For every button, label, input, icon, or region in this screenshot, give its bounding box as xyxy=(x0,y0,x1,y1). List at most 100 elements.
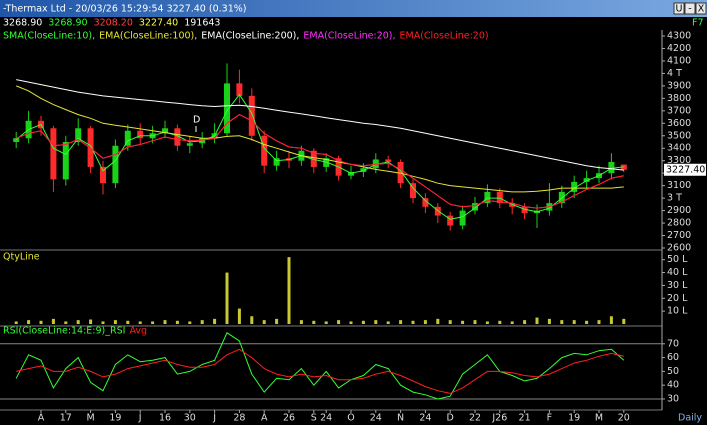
y-tick-label: 3800 xyxy=(667,93,691,104)
x-tick-label: J xyxy=(138,413,142,424)
volume-bar xyxy=(64,321,68,324)
candle-body xyxy=(410,183,416,199)
x-tick-label: J xyxy=(212,413,216,424)
candle-body xyxy=(372,159,379,169)
candle-body xyxy=(62,142,69,180)
candle-body xyxy=(360,168,367,172)
volume-bar xyxy=(374,320,378,324)
quote-value: 3268.90 xyxy=(3,18,42,29)
volume-bar xyxy=(399,320,403,324)
volume-bar xyxy=(448,320,452,324)
candle-body xyxy=(323,158,330,167)
volume-bar xyxy=(188,321,192,324)
volume-bar xyxy=(299,320,303,324)
y-tick-label: 40 L xyxy=(667,267,688,278)
ma-line xyxy=(15,93,624,220)
candle-body xyxy=(273,158,280,166)
y-tick-label: 3500 xyxy=(667,130,691,141)
candle-body xyxy=(521,206,528,214)
volume-bar xyxy=(113,320,117,324)
window-button[interactable] xyxy=(684,2,696,15)
volume-bar xyxy=(250,316,254,324)
x-tick-label: D xyxy=(447,413,454,424)
legend-entry: Avg xyxy=(129,326,147,337)
volume-bar xyxy=(485,321,489,324)
candle-body xyxy=(422,198,429,207)
candle-body xyxy=(571,181,578,192)
price-marker xyxy=(664,163,706,176)
y-tick-label: 3 T xyxy=(667,193,682,204)
candle-body xyxy=(608,161,615,174)
quote-value: 3227.40 xyxy=(139,18,178,29)
volume-bar xyxy=(27,320,31,324)
volume-bar xyxy=(76,320,80,324)
x-tick-label: S xyxy=(311,413,317,424)
volume-bar xyxy=(423,320,427,324)
volume-bar xyxy=(337,320,341,324)
x-tick-label: 19 xyxy=(109,413,121,424)
window-button-label[interactable]: X xyxy=(698,4,705,15)
period: Daily xyxy=(678,413,702,424)
y-tick-label: 50 L xyxy=(667,254,688,265)
x-tick-label: N xyxy=(397,413,404,424)
y-tick-label: 60 xyxy=(667,352,679,363)
candle-body xyxy=(186,143,193,146)
candle-body xyxy=(583,178,590,182)
x-tick-label: 24 xyxy=(419,413,431,424)
window-button[interactable] xyxy=(695,2,707,15)
legend-entry: EMA(CloseLine:20), xyxy=(303,31,395,42)
candle-body xyxy=(496,191,503,204)
y-tick-label: 10 L xyxy=(667,306,688,317)
x-tick-label: 28 xyxy=(233,413,245,424)
x-tick-label: M xyxy=(595,413,603,424)
volume-bar xyxy=(547,318,551,324)
rsi-line xyxy=(15,332,625,400)
window-button-label[interactable]: - xyxy=(688,4,691,15)
volume-bar xyxy=(175,320,179,324)
x-tick-label: 20 xyxy=(618,413,630,424)
volume-bar xyxy=(151,321,155,324)
candle-body xyxy=(224,83,230,134)
panel-title: QtyLine xyxy=(3,252,40,263)
y-tick-label: 3700 xyxy=(667,105,691,116)
legend-entry: EMA(CloseLine:200), xyxy=(201,31,299,42)
candle-body xyxy=(248,95,255,136)
y-tick-label: 3400 xyxy=(667,143,691,154)
volume-bar xyxy=(361,320,365,324)
volume-bar xyxy=(535,317,539,324)
candle-body xyxy=(447,215,454,226)
volume-bar xyxy=(597,320,601,324)
candle-body xyxy=(137,130,144,139)
x-tick-label: F xyxy=(547,413,552,424)
volume-bar xyxy=(572,320,576,324)
x-tick-label: A xyxy=(38,413,45,424)
volume-bar xyxy=(324,321,328,324)
quote-value: 3208.20 xyxy=(94,18,133,29)
ma-line xyxy=(16,79,624,171)
volume-bar xyxy=(287,257,291,324)
x-tick-label: 17 xyxy=(60,413,72,424)
x-tick-label: 21 xyxy=(519,413,531,424)
x-tick-label: 24 xyxy=(370,413,382,424)
volume-bar xyxy=(262,320,266,324)
ma-line xyxy=(16,85,624,193)
volume-bar xyxy=(609,316,613,324)
volume-bar xyxy=(585,320,589,324)
window-button-label[interactable]: U xyxy=(676,4,683,15)
annotation: D xyxy=(193,115,200,126)
window-button[interactable] xyxy=(673,2,685,15)
quote-value: 3268.90 xyxy=(48,18,87,29)
shortcut: F7 xyxy=(692,18,704,29)
y-tick-label: 50 xyxy=(667,366,679,377)
volume-bar xyxy=(126,320,130,324)
candle-body xyxy=(162,128,168,134)
x-tick-label: 16 xyxy=(159,413,171,424)
candle-body xyxy=(112,145,119,184)
legend-entry: SMA(CloseLine:10), xyxy=(3,31,95,42)
y-tick-label: 3900 xyxy=(667,80,691,91)
y-tick-label: 4200 xyxy=(667,43,691,54)
y-tick-label: 2900 xyxy=(667,205,691,216)
volume-bar xyxy=(275,318,279,324)
